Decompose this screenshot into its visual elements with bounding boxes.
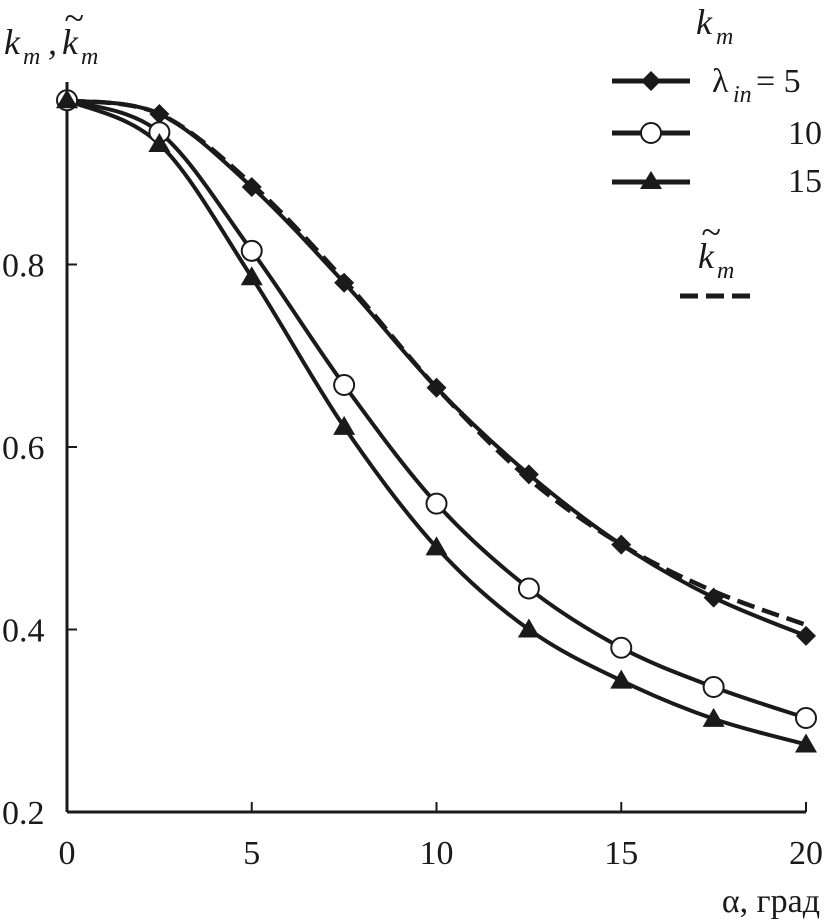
legend-title-k: k <box>696 2 713 42</box>
x-axis-label: α, град <box>722 883 820 920</box>
legend-lambda: λ <box>712 63 729 100</box>
data-point-diamond <box>611 534 632 555</box>
data-point-diamond <box>241 176 262 197</box>
data-point-diamond <box>518 464 539 485</box>
legend-marker-triangle <box>640 171 662 189</box>
ylabel2-sub: m <box>81 44 98 70</box>
data-point-diamond <box>426 377 447 398</box>
x-tick-label: 10 <box>420 835 454 872</box>
legend-dashed-k: k <box>698 236 715 276</box>
ylabel-sep: , <box>48 22 57 62</box>
data-point-circle <box>702 675 725 698</box>
series-line-0 <box>66 98 807 638</box>
data-point-circle <box>425 492 448 515</box>
data-point-circle <box>517 577 540 600</box>
ylabel-sub: m <box>23 44 40 70</box>
data-point-triangle <box>56 89 78 109</box>
data-point-triangle <box>148 133 171 153</box>
data-point-triangle <box>702 707 725 727</box>
x-tick-label: 5 <box>243 835 260 872</box>
series-line-1 <box>66 98 807 720</box>
data-point-diamond <box>149 103 170 124</box>
y-axis-label: k m , k ~ m <box>4 0 98 70</box>
legend-marker-diamond <box>641 71 661 91</box>
series-lines <box>66 98 807 747</box>
x-tick-label: 15 <box>604 835 638 872</box>
x-ticks: 0 5 10 15 20 <box>59 802 823 872</box>
y-tick-label: 0.2 <box>2 795 45 832</box>
series-markers <box>56 89 817 753</box>
legend: k m λ in = 5 10 15 k ~ m <box>612 2 822 299</box>
legend-marker-circle <box>640 122 662 144</box>
data-point-circle <box>240 239 263 262</box>
data-point-triangle <box>333 415 356 435</box>
legend-lambda-sub: in <box>733 82 752 108</box>
y-tick-label: 0.8 <box>2 248 45 285</box>
data-point-circle <box>333 373 356 396</box>
data-point-diamond <box>703 587 724 608</box>
series-line-2 <box>66 98 807 747</box>
y-tick-label: 0.6 <box>2 430 45 467</box>
legend-entry-10: 10 <box>788 115 822 152</box>
y-ticks: 0.2 0.4 0.6 0.8 <box>2 248 77 832</box>
data-point-diamond <box>334 272 355 293</box>
data-point-triangle <box>795 733 817 753</box>
ylabel2-tilde: ~ <box>64 0 83 38</box>
legend-entry-15: 15 <box>788 163 822 200</box>
axes <box>65 82 806 814</box>
data-point-triangle <box>610 669 633 689</box>
ylabel2-k: k <box>62 22 79 62</box>
data-point-circle <box>795 707 817 730</box>
legend-dashed-tilde: ~ <box>701 212 720 252</box>
legend-lambda-eq: = 5 <box>756 63 801 100</box>
y-tick-label: 0.4 <box>2 613 45 650</box>
ylabel-k: k <box>4 22 21 62</box>
legend-title-sub: m <box>716 24 733 50</box>
data-point-circle <box>610 636 633 659</box>
legend-dashed-sub: m <box>717 258 734 284</box>
data-point-triangle <box>240 266 263 286</box>
x-tick-label: 0 <box>59 835 76 872</box>
data-point-diamond <box>796 625 816 646</box>
data-point-triangle <box>517 618 540 638</box>
x-tick-label: 20 <box>789 835 823 872</box>
data-point-triangle <box>425 536 448 556</box>
